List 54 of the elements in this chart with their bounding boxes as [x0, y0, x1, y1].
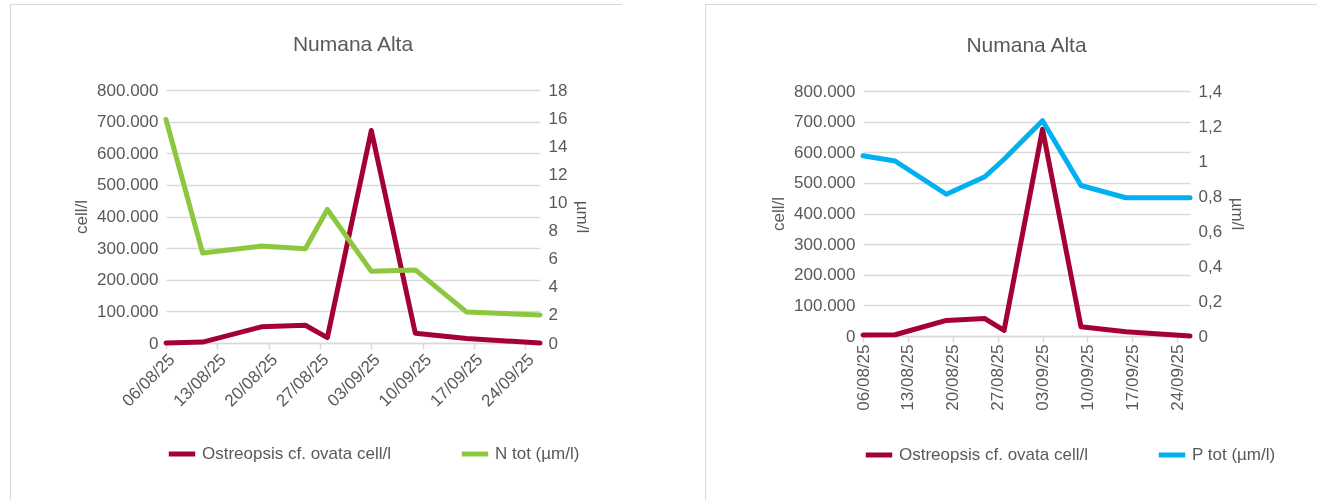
y-tick-label: 200.000: [794, 265, 856, 285]
y2-tick-label: 1: [1198, 151, 1208, 171]
legend-label: P tot (µm/l): [1192, 445, 1276, 464]
y-tick-label: 700.000: [794, 112, 856, 132]
y2-tick-label: 6: [548, 249, 558, 269]
x-tick-label: 17/09/25: [1122, 344, 1142, 411]
y2-tick-label: 0: [548, 333, 558, 353]
y2-tick-label: 4: [548, 277, 558, 297]
x-tick-label: 27/08/25: [988, 344, 1008, 411]
legend-label: N tot (µm/l): [495, 444, 580, 463]
x-tick-label: 03/09/25: [1033, 344, 1053, 411]
x-tick-label: 20/08/25: [943, 344, 963, 411]
x-tick-label: 06/08/25: [853, 344, 873, 411]
y-tick-label: 600.000: [794, 142, 856, 162]
legend-label: Ostreopsis cf. ovata cell/l: [202, 444, 391, 463]
y-tick-label: 800.000: [97, 80, 159, 100]
y2-tick-label: 2: [548, 305, 558, 325]
x-tick-label: 24/09/25: [1167, 344, 1187, 411]
y-tick-label: 700.000: [97, 112, 159, 132]
y-tick-label: 400.000: [794, 204, 856, 223]
y-tick-label: 0: [149, 333, 159, 353]
x-tick-label: 13/08/25: [898, 344, 918, 411]
y-tick-label: 100.000: [97, 301, 159, 321]
chart-title: Numana Alta: [966, 33, 1087, 56]
chart-title: Numana Alta: [292, 32, 414, 55]
legend-label: Ostreopsis cf. ovata cell/l: [899, 445, 1088, 464]
y2-axis-title: µm/l: [573, 200, 593, 234]
y2-tick-label: 14: [548, 136, 568, 156]
y2-tick-label: 1,4: [1198, 81, 1223, 101]
y-tick-label: 200.000: [97, 270, 159, 290]
x-tick-label: 10/09/25: [1077, 344, 1097, 411]
y2-tick-label: 0: [1198, 326, 1208, 346]
y-tick-label: 300.000: [794, 234, 856, 254]
y2-tick-label: 1,2: [1198, 116, 1223, 136]
y-tick-label: 400.000: [97, 207, 159, 226]
y2-tick-label: 0,8: [1198, 186, 1223, 206]
y2-axis-title: µm/l: [1228, 197, 1248, 231]
y2-tick-label: 0,2: [1198, 291, 1223, 311]
y-tick-label: 300.000: [97, 238, 159, 258]
y-axis-title: cell/l: [72, 199, 92, 235]
y2-tick-label: 0,6: [1198, 221, 1223, 241]
y2-tick-label: 0,4: [1198, 256, 1223, 276]
y-axis-title: cell/l: [769, 196, 789, 232]
y-tick-label: 500.000: [794, 173, 856, 193]
y-tick-label: 600.000: [97, 143, 159, 163]
y2-tick-label: 12: [548, 164, 568, 184]
y2-tick-label: 10: [548, 192, 568, 212]
y-tick-label: 800.000: [794, 81, 856, 101]
y2-tick-label: 16: [548, 108, 568, 128]
y-tick-label: 500.000: [97, 175, 159, 195]
y-tick-label: 0: [846, 326, 856, 346]
y2-tick-label: 8: [548, 221, 558, 241]
y2-tick-label: 18: [548, 80, 568, 100]
y-tick-label: 100.000: [794, 295, 856, 315]
